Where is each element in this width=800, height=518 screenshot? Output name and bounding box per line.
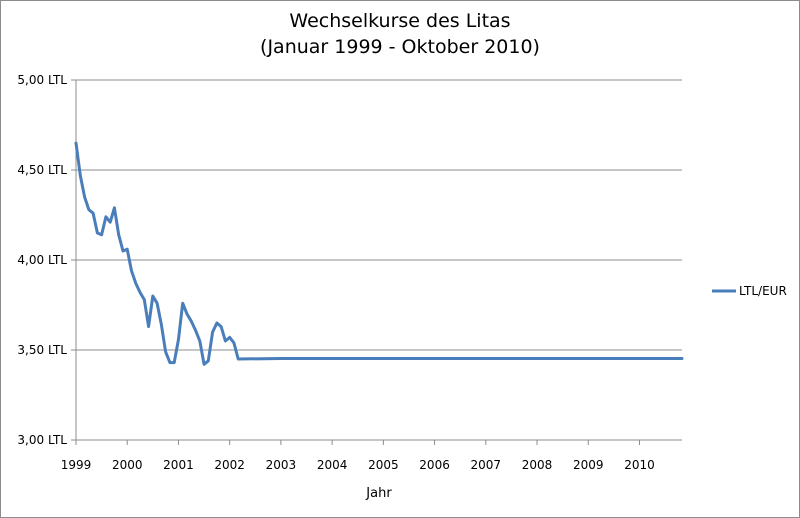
x-tick-label: 2003	[266, 458, 297, 472]
y-tick-label: 3,00 LTL	[17, 433, 67, 447]
y-tick-label: 3,50 LTL	[17, 343, 67, 357]
x-tick-label: 2005	[368, 458, 399, 472]
series-line-ltl-eur	[74, 141, 684, 366]
x-tick-label: 2007	[471, 458, 502, 472]
x-tick-label: 2000	[112, 458, 143, 472]
x-tick-label: 1999	[61, 458, 92, 472]
y-tick-label: 4,50 LTL	[17, 163, 67, 177]
x-axis-label: Jahr	[365, 486, 392, 501]
x-tick-label: 2006	[419, 458, 450, 472]
x-tick-label: 2010	[624, 458, 655, 472]
y-tick-label: 4,00 LTL	[17, 253, 67, 267]
x-tick-label: 2001	[163, 458, 194, 472]
chart-title-block: Wechselkurse des Litas (Januar 1999 - Ok…	[0, 8, 800, 60]
legend-label: LTL/EUR	[739, 284, 787, 298]
x-tick-label: 2009	[573, 458, 604, 472]
legend: LTL/EUR	[712, 284, 787, 298]
x-tick-label: 2004	[317, 458, 348, 472]
x-tick-label: 2002	[214, 458, 245, 472]
chart-title: Wechselkurse des Litas	[289, 10, 511, 32]
chart-subtitle: (Januar 1999 - Oktober 2010)	[260, 36, 540, 58]
y-tick-label: 5,00 LTL	[17, 73, 67, 87]
x-tick-label: 2008	[522, 458, 553, 472]
